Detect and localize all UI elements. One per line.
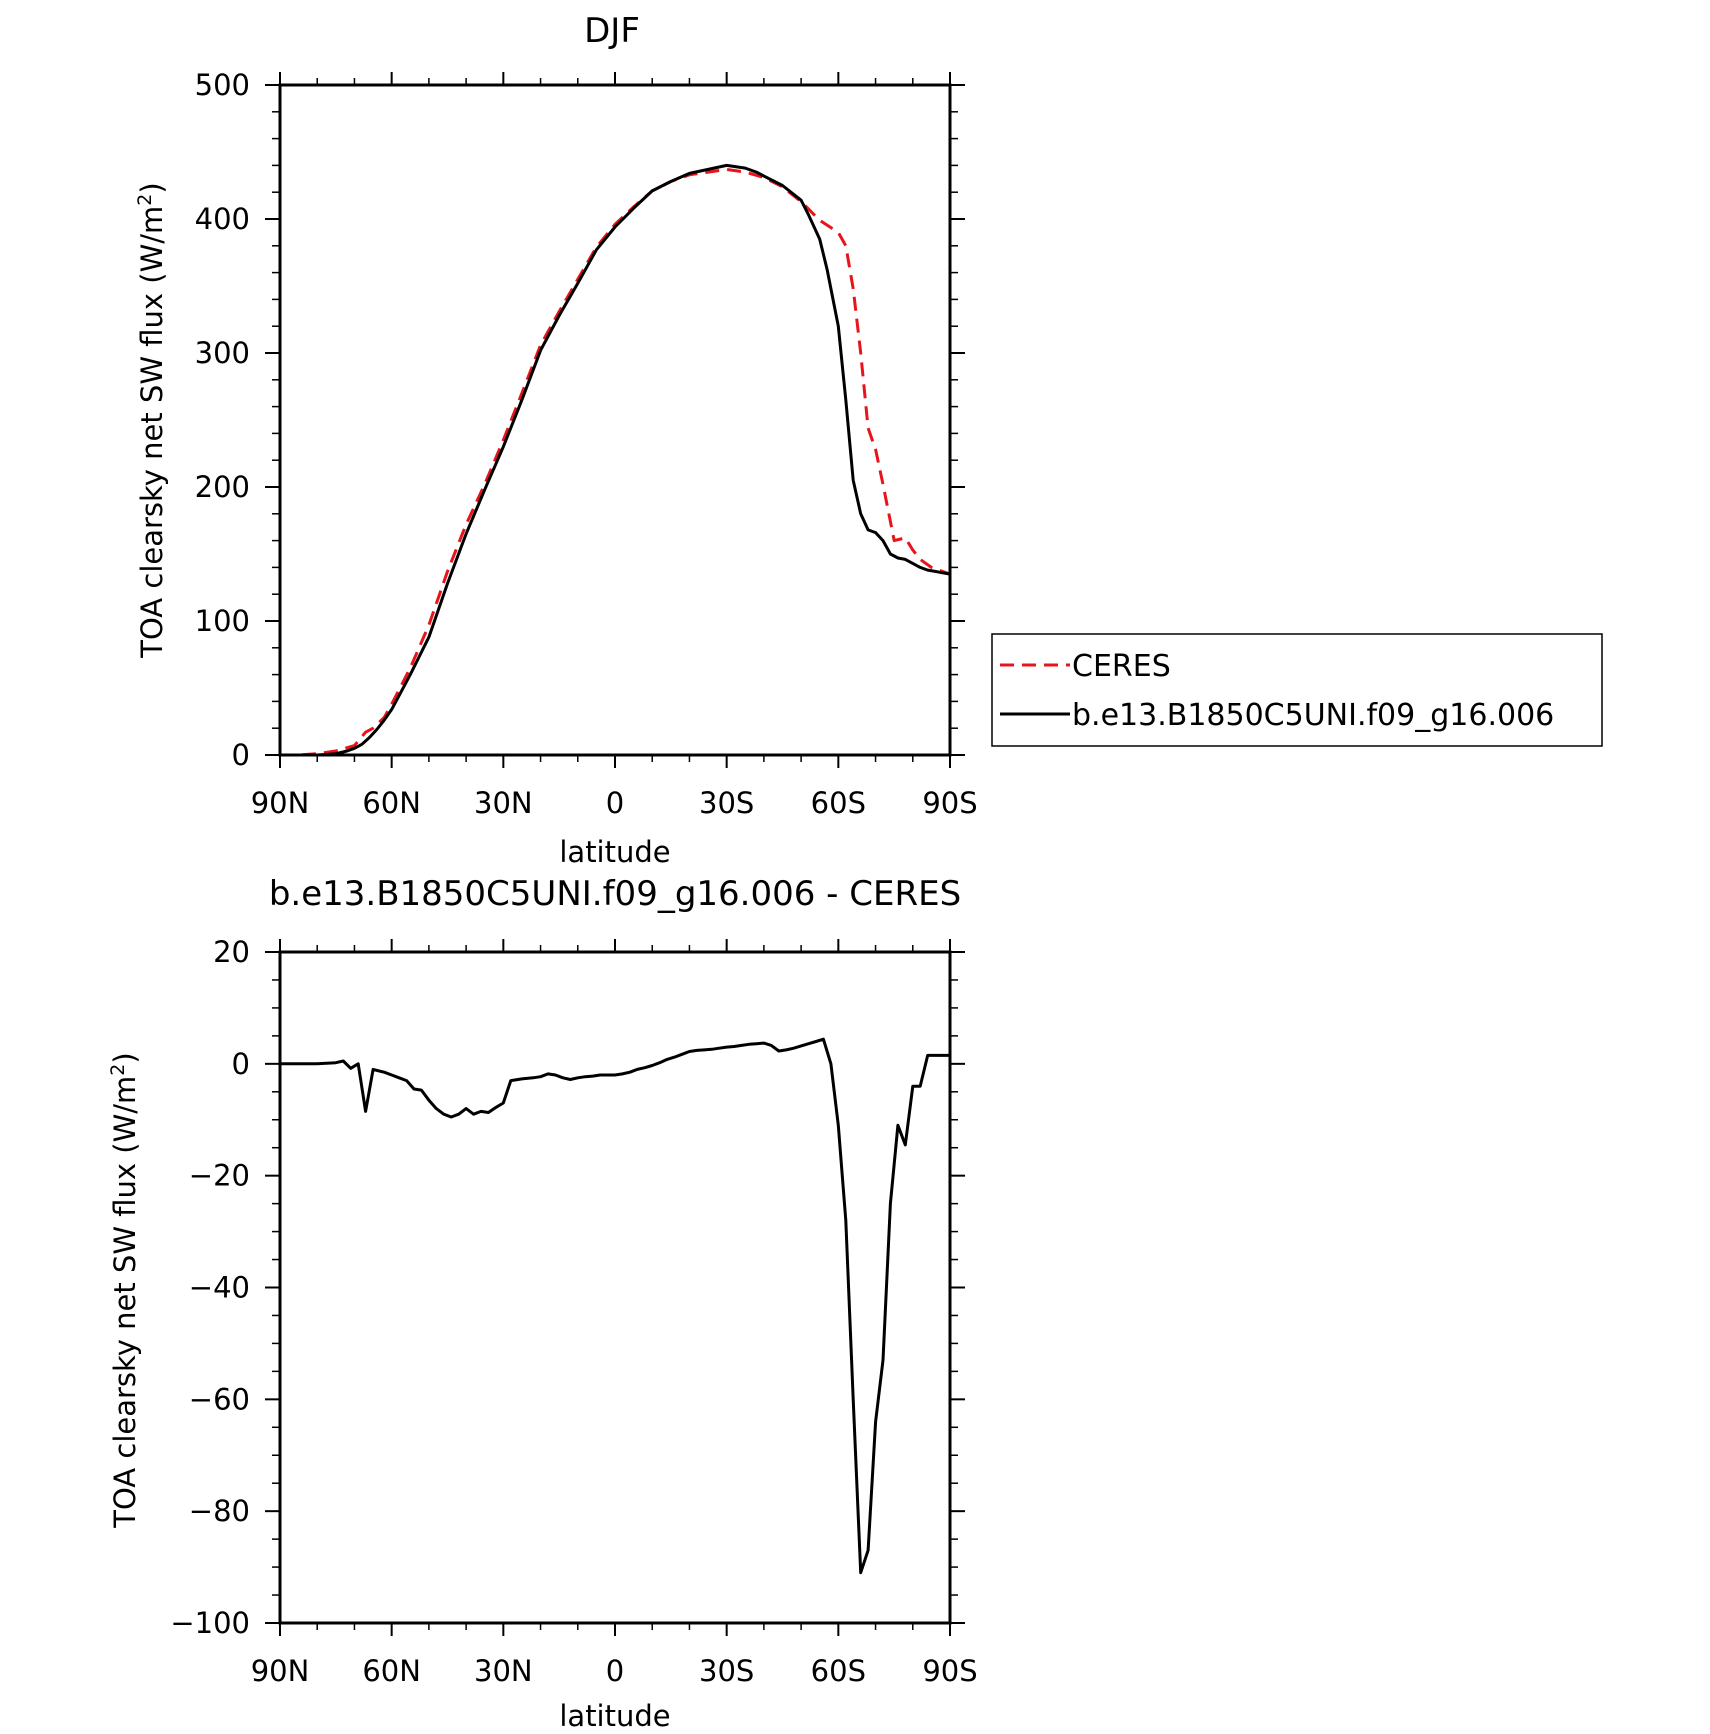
top-panel-ylabel: TOA clearsky net SW flux (W/m2) [134, 182, 169, 658]
series-line-0-1 [280, 163, 951, 757]
y-tick-label: 0 [232, 1047, 250, 1081]
x-tick-label: 60N [362, 786, 421, 820]
x-tick-label: 90N [251, 1654, 310, 1688]
bottom-panel: b.e13.B1850C5UNI.f09_g16.006 - CERES 90N… [107, 874, 978, 1733]
x-tick-label: 90S [922, 1654, 977, 1688]
legend-label-model: b.e13.B1850C5UNI.f09_g16.006 [1072, 698, 1554, 733]
y-tick-label: 100 [195, 604, 250, 638]
top-panel-title: DJF [584, 11, 640, 51]
y-tick-label: −20 [189, 1159, 250, 1193]
x-tick-label: 30S [699, 786, 754, 820]
top-panel-series-layer [280, 163, 951, 757]
x-tick-label: 30S [699, 1654, 754, 1688]
top-panel-ylabel-main: TOA clearsky net SW flux (W/m [135, 206, 169, 659]
top-panel-xlabel: latitude [559, 835, 670, 869]
y-tick-label: −60 [189, 1382, 250, 1416]
bottom-panel-ticks: 90N 60N 30N 0 30S 60S 90S −100 −80 −60 −40 −20 0 20 [170, 935, 977, 1688]
y-tick-label: −80 [189, 1494, 250, 1528]
top-panel-ylabel-superscript: 2 [134, 194, 156, 206]
bottom-panel-ylabel-main: TOA clearsky net SW flux (W/m [108, 1076, 142, 1529]
series-line-0-0 [280, 167, 951, 757]
legend-box [991, 633, 1603, 747]
y-tick-label: 20 [213, 935, 250, 969]
x-tick-label: 30N [474, 786, 533, 820]
top-panel-ticks: 90N 60N 30N 0 30S 60S 90S 0 100 200 300 400 500 [195, 68, 978, 820]
x-tick-label: 60S [811, 786, 866, 820]
x-tick-label: 0 [606, 1654, 624, 1688]
x-tick-label: 30N [474, 1654, 533, 1688]
y-tick-label: 200 [195, 470, 250, 504]
x-tick-label: 0 [606, 786, 624, 820]
top-panel: DJF 90N 60N 30N 0 30S 60S 90S0100200300400500 … [134, 11, 1603, 869]
x-tick-label: 60S [811, 1654, 866, 1688]
x-tick-label: 90S [922, 786, 977, 820]
bottom-panel-ylabel: TOA clearsky net SW flux (W/m2) [107, 1052, 142, 1528]
legend: CERES b.e13.B1850C5UNI.f09_g16.006 [991, 633, 1603, 747]
y-tick-label: −40 [189, 1271, 250, 1305]
bottom-panel-ylabel-close: ) [108, 1052, 142, 1063]
x-tick-label: 60N [362, 1654, 421, 1688]
bottom-panel-ylabel-superscript: 2 [107, 1064, 129, 1076]
bottom-panel-series-layer [280, 1037, 950, 1575]
x-tick-label: 90N [251, 786, 310, 820]
legend-label-ceres: CERES [1072, 649, 1171, 684]
top-panel-frame [278, 83, 952, 757]
y-tick-label: 0 [232, 738, 250, 772]
y-tick-label: 500 [195, 68, 250, 102]
top-panel-ylabel-close: ) [135, 182, 169, 193]
y-tick-label: 300 [195, 336, 250, 370]
y-tick-label: −100 [170, 1606, 250, 1640]
series-line-1-0 [280, 1037, 950, 1575]
bottom-panel-title: b.e13.B1850C5UNI.f09_g16.006 - CERES [269, 874, 961, 914]
bottom-panel-xlabel: latitude [559, 1699, 670, 1733]
y-tick-label: 400 [195, 202, 250, 236]
